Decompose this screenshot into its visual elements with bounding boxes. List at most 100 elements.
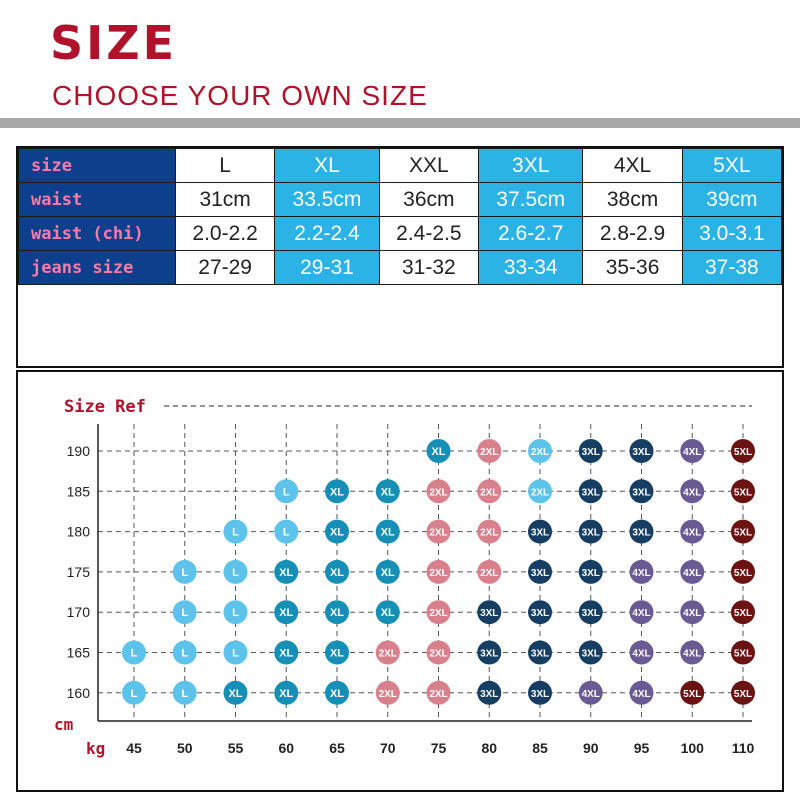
size-marker-label: 3XL: [531, 568, 549, 579]
x-tick-label: 90: [583, 740, 599, 756]
size-table-cell: 5XL: [681, 148, 783, 183]
size-marker: [731, 680, 755, 705]
size-marker: [426, 439, 451, 463]
x-tick-label: 100: [681, 740, 705, 756]
size-marker: [426, 680, 451, 705]
size-marker: [122, 680, 146, 705]
size-marker-label: 3XL: [632, 487, 650, 498]
size-marker-label: 3XL: [480, 608, 498, 619]
size-marker-label: XL: [279, 648, 293, 660]
size-marker: [375, 680, 400, 705]
size-marker: [172, 680, 197, 705]
size-marker-label: 4XL: [683, 649, 701, 660]
size-marker-label: L: [232, 607, 239, 619]
size-table-cell: 37-38: [681, 250, 783, 285]
size-marker-label: 2XL: [429, 689, 447, 700]
size-marker: [426, 559, 451, 584]
size-marker-label: XL: [381, 567, 395, 579]
size-marker-label: XL: [279, 567, 293, 579]
size-marker-label: 4XL: [683, 568, 701, 579]
size-table-cell: XL: [274, 148, 380, 183]
size-marker-label: 3XL: [480, 689, 498, 700]
size-marker: [223, 559, 248, 584]
x-tick-label: 65: [329, 740, 345, 756]
y-tick-label: 180: [67, 524, 91, 540]
size-marker: [477, 559, 502, 584]
y-tick-label: 160: [67, 685, 91, 701]
size-marker-label: XL: [228, 688, 242, 700]
y-tick-label: 190: [67, 443, 91, 459]
size-marker-label: XL: [381, 527, 395, 539]
size-marker-label: 5XL: [734, 447, 752, 458]
size-table-cell: L: [174, 148, 276, 183]
size-marker-label: 5XL: [734, 528, 752, 539]
size-marker: [477, 600, 502, 625]
size-table-cell: 3.0-3.1: [681, 216, 783, 251]
size-marker: [578, 559, 603, 584]
size-marker: [629, 439, 654, 463]
size-marker-label: XL: [330, 648, 344, 660]
size-table-row-header: jeans size: [18, 250, 176, 285]
x-tick-label: 60: [278, 740, 294, 756]
size-marker-label: L: [181, 567, 188, 579]
size-marker-label: XL: [431, 446, 445, 458]
size-marker: [731, 519, 755, 544]
size-marker: [731, 479, 755, 504]
x-tick-label: 85: [532, 740, 548, 756]
y-tick-label: 185: [67, 483, 91, 499]
size-marker: [274, 600, 299, 625]
page-subtitle: CHOOSE YOUR OWN SIZE: [52, 80, 428, 111]
chart-title: Size Ref: [64, 397, 146, 417]
page-title: SIZE: [50, 16, 178, 70]
size-table-row-header: waist (chi): [18, 216, 176, 251]
x-tick-label: 55: [228, 740, 244, 756]
size-table-row: waist 31cm 33.5cm 36cm 37.5cm 38cm 39cm: [18, 182, 783, 217]
size-table-cell: 38cm: [582, 182, 683, 217]
size-marker-label: 2XL: [429, 487, 447, 498]
size-marker-label: 2XL: [480, 568, 498, 579]
size-table-cell: 4XL: [582, 148, 683, 183]
size-marker: [528, 680, 552, 705]
size-marker-label: 5XL: [734, 487, 752, 498]
size-marker: [680, 439, 705, 463]
size-table-row: waist (chi) 2.0-2.2 2.2-2.4 2.4-2.5 2.6-2.7 2…: [18, 216, 783, 251]
size-marker: [731, 640, 755, 665]
size-table-cell: 2.8-2.9: [582, 216, 683, 251]
x-tick-label: 45: [126, 740, 142, 756]
size-marker: [477, 640, 502, 665]
size-marker-label: 2XL: [379, 649, 397, 660]
size-marker: [375, 479, 400, 504]
size-table-cell: 39cm: [681, 182, 783, 217]
size-marker: [375, 600, 400, 625]
size-marker-label: L: [232, 527, 239, 539]
size-marker: [629, 479, 654, 504]
size-marker: [223, 600, 248, 625]
size-marker-label: L: [283, 527, 290, 539]
x-tick-label: 75: [431, 740, 447, 756]
size-marker-label: 4XL: [683, 528, 701, 539]
size-marker: [325, 559, 349, 584]
size-marker: [325, 640, 349, 665]
size-marker-label: 3XL: [582, 487, 600, 498]
size-marker-label: 2XL: [480, 528, 498, 539]
size-marker: [578, 479, 603, 504]
size-marker-label: 4XL: [683, 487, 701, 498]
y-axis-label: cm: [54, 715, 74, 734]
size-marker-label: 2XL: [379, 689, 397, 700]
size-marker-label: 5XL: [734, 649, 752, 660]
size-marker-label: 2XL: [429, 608, 447, 619]
size-marker-label: L: [131, 648, 138, 660]
size-marker-label: XL: [330, 567, 344, 579]
size-table-cell: 2.2-2.4: [274, 216, 380, 251]
size-table-cell: 31cm: [174, 182, 276, 217]
x-tick-label: 70: [380, 740, 396, 756]
size-marker-label: L: [131, 688, 138, 700]
size-marker: [528, 559, 552, 584]
size-marker: [629, 640, 654, 665]
size-marker-label: 3XL: [582, 608, 600, 619]
size-marker-label: XL: [381, 486, 395, 498]
size-marker-label: 4XL: [683, 608, 701, 619]
size-table-cell: 2.4-2.5: [378, 216, 479, 251]
size-marker-label: 3XL: [582, 447, 600, 458]
size-table-cell: 2.6-2.7: [477, 216, 584, 251]
